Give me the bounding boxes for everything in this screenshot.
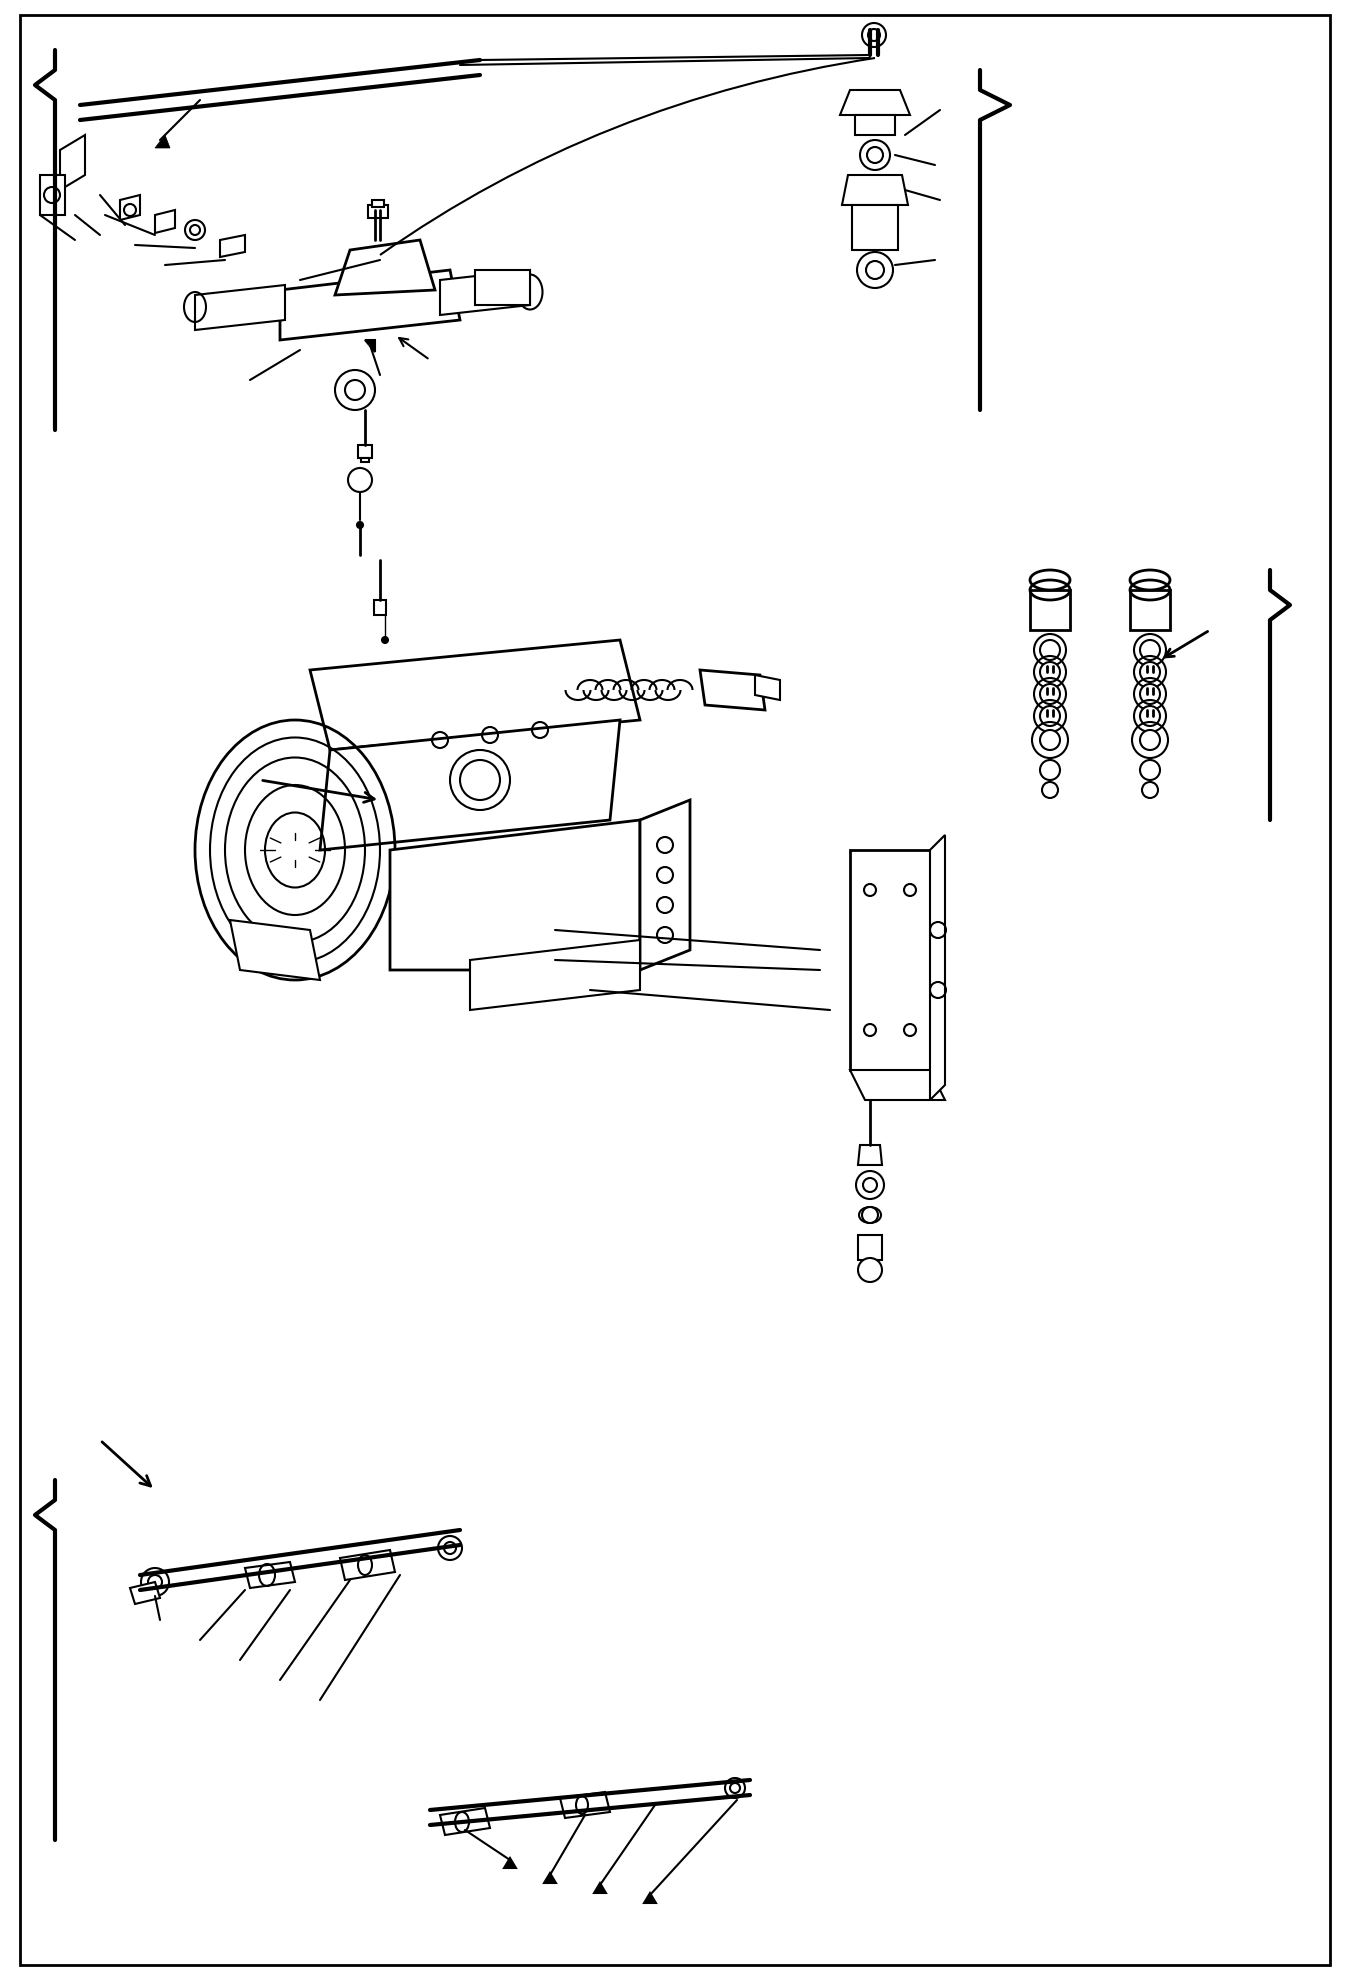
Polygon shape — [858, 1145, 882, 1165]
Polygon shape — [230, 920, 321, 979]
Polygon shape — [321, 720, 620, 851]
Polygon shape — [640, 799, 690, 969]
Circle shape — [1043, 781, 1057, 797]
Polygon shape — [700, 671, 765, 710]
Polygon shape — [858, 1234, 882, 1260]
Circle shape — [867, 146, 884, 162]
Polygon shape — [475, 271, 529, 305]
Circle shape — [1040, 706, 1060, 726]
Polygon shape — [361, 459, 369, 463]
Polygon shape — [339, 1551, 395, 1580]
Polygon shape — [850, 1070, 946, 1100]
Polygon shape — [470, 940, 640, 1011]
Ellipse shape — [1130, 570, 1171, 589]
Polygon shape — [853, 206, 898, 249]
Polygon shape — [560, 1792, 610, 1818]
Circle shape — [862, 1207, 878, 1222]
Circle shape — [1140, 730, 1160, 750]
Circle shape — [148, 1574, 162, 1588]
Polygon shape — [155, 210, 175, 233]
Polygon shape — [374, 599, 387, 615]
Bar — [1030, 589, 1070, 631]
Circle shape — [866, 261, 884, 279]
Polygon shape — [391, 821, 640, 969]
Circle shape — [1140, 663, 1160, 682]
Polygon shape — [245, 1563, 295, 1588]
Polygon shape — [440, 1808, 490, 1836]
Circle shape — [1040, 684, 1060, 704]
Circle shape — [863, 1179, 877, 1193]
Polygon shape — [504, 1857, 516, 1867]
Polygon shape — [335, 239, 435, 295]
Circle shape — [867, 30, 880, 42]
Circle shape — [1040, 730, 1060, 750]
Polygon shape — [850, 851, 929, 1070]
Polygon shape — [842, 174, 908, 206]
Circle shape — [383, 637, 388, 643]
Circle shape — [1142, 781, 1158, 797]
Polygon shape — [594, 1883, 606, 1893]
Circle shape — [730, 1782, 740, 1792]
Polygon shape — [756, 674, 780, 700]
Polygon shape — [155, 135, 170, 148]
Circle shape — [1040, 663, 1060, 682]
Polygon shape — [131, 1582, 160, 1604]
Polygon shape — [40, 174, 65, 216]
Polygon shape — [644, 1893, 656, 1903]
Polygon shape — [365, 340, 374, 352]
Polygon shape — [929, 835, 946, 1100]
Polygon shape — [220, 235, 245, 257]
Polygon shape — [440, 271, 529, 315]
Polygon shape — [841, 91, 911, 115]
Polygon shape — [544, 1873, 556, 1883]
Ellipse shape — [1030, 570, 1070, 589]
Polygon shape — [358, 445, 372, 459]
Circle shape — [345, 380, 365, 400]
Circle shape — [1040, 641, 1060, 661]
Circle shape — [190, 225, 199, 235]
Bar — [1130, 589, 1171, 631]
Polygon shape — [61, 135, 85, 190]
Polygon shape — [310, 641, 640, 750]
Circle shape — [1140, 706, 1160, 726]
Circle shape — [348, 469, 372, 493]
Polygon shape — [372, 200, 384, 208]
Circle shape — [858, 1258, 882, 1282]
Circle shape — [445, 1543, 457, 1555]
Polygon shape — [280, 271, 459, 340]
Circle shape — [357, 522, 362, 528]
Polygon shape — [195, 285, 286, 330]
Polygon shape — [120, 196, 140, 220]
Circle shape — [1140, 684, 1160, 704]
Polygon shape — [368, 206, 388, 218]
Circle shape — [44, 188, 61, 204]
Circle shape — [1140, 641, 1160, 661]
Polygon shape — [855, 115, 894, 135]
Ellipse shape — [859, 1207, 881, 1222]
